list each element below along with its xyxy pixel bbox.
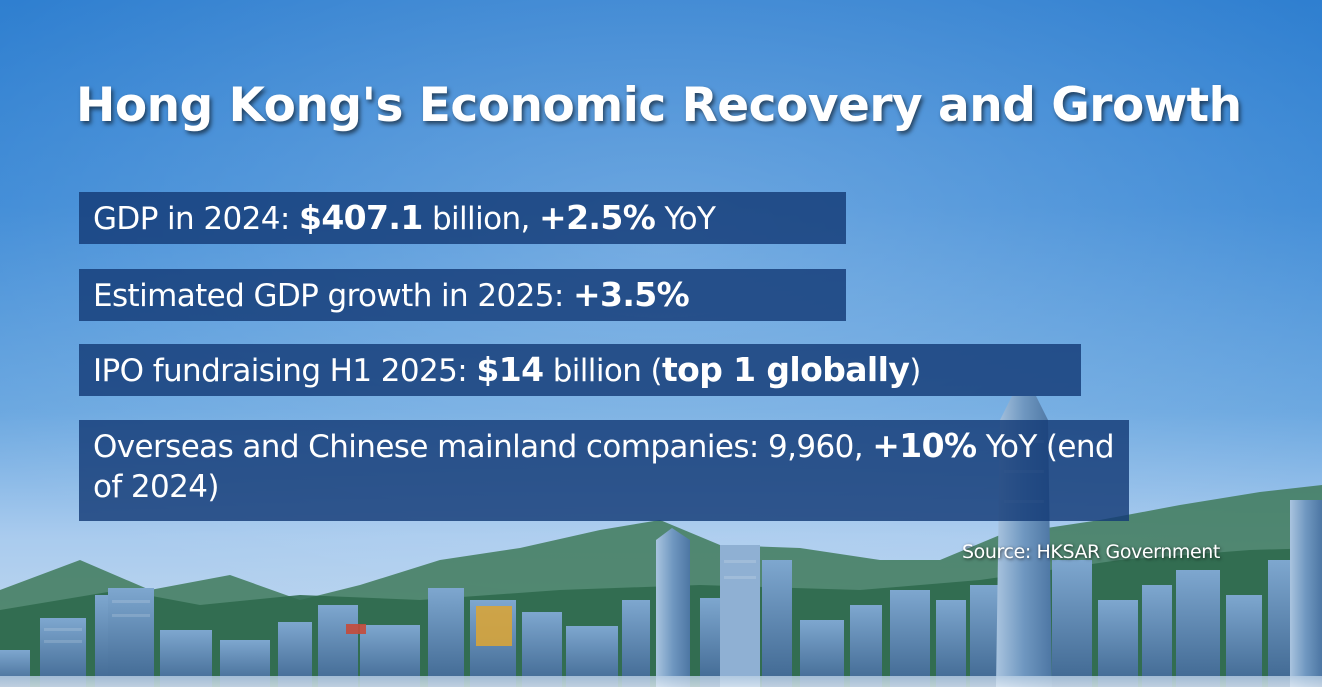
stat-value-highlight: top 1 globally (662, 350, 910, 389)
stat-text: YoY (655, 201, 716, 237)
source-caption: Source: HKSAR Government (962, 541, 1220, 563)
stat-text: Estimated GDP growth in 2025: (93, 278, 573, 314)
stat-text: YoY (end of 2024) (93, 429, 1115, 505)
stat-overseas-companies: Overseas and Chinese mainland companies:… (79, 420, 1129, 521)
stat-value-highlight: +2.5% (539, 198, 656, 237)
stat-text: IPO fundraising H1 2025: (93, 353, 477, 389)
stat-text: Overseas and Chinese mainland companies:… (93, 429, 873, 465)
stat-value-highlight: $407.1 (298, 198, 423, 237)
stat-text: billion, (422, 201, 540, 237)
stat-ipo-fundraising: IPO fundraising H1 2025: $14 billion (to… (79, 344, 1081, 396)
stat-value-highlight: $14 (476, 350, 544, 389)
stat-text: billion ( (543, 353, 663, 389)
stat-gdp-2024: GDP in 2024: $407.1 billion, +2.5% YoY (79, 192, 846, 244)
stat-value-highlight: +10% (872, 426, 977, 465)
stat-text: ) (909, 353, 921, 389)
stat-value-highlight: +3.5% (572, 275, 690, 314)
stat-gdp-growth-2025: Estimated GDP growth in 2025: +3.5% (79, 269, 846, 321)
stat-text: GDP in 2024: (93, 201, 299, 237)
page-title: Hong Kong's Economic Recovery and Growth (76, 78, 1242, 133)
